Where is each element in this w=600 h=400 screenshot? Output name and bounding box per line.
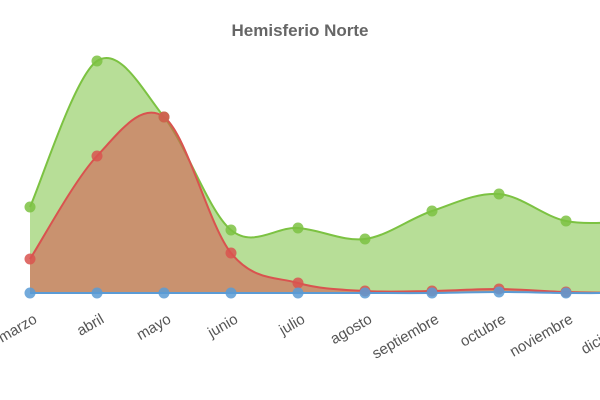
x-tick-label: junio bbox=[204, 311, 241, 342]
x-tick-label: diciembre bbox=[578, 311, 600, 358]
point bbox=[426, 205, 438, 217]
line bbox=[29, 290, 600, 295]
point bbox=[493, 188, 505, 200]
x-tick-label: abril bbox=[74, 311, 107, 340]
area bbox=[30, 112, 600, 293]
point bbox=[158, 111, 170, 123]
point bbox=[91, 55, 103, 67]
point bbox=[158, 287, 170, 299]
point bbox=[560, 215, 572, 227]
point bbox=[493, 286, 505, 298]
x-tick-label: octubre bbox=[457, 311, 509, 351]
x-tick-label: mayo bbox=[134, 311, 174, 344]
point bbox=[560, 287, 572, 299]
point bbox=[292, 277, 304, 289]
point bbox=[359, 233, 371, 245]
point bbox=[24, 253, 36, 265]
x-tick-label: julio bbox=[276, 311, 308, 340]
point bbox=[225, 224, 237, 236]
point bbox=[225, 287, 237, 299]
point bbox=[292, 222, 304, 234]
point bbox=[24, 287, 36, 299]
point bbox=[292, 287, 304, 299]
point bbox=[426, 287, 438, 299]
x-tick-label: marzo bbox=[0, 311, 40, 347]
chart-title: Hemisferio Norte bbox=[232, 21, 369, 40]
x-tick-label: noviembre bbox=[507, 311, 576, 361]
point bbox=[24, 201, 36, 213]
point bbox=[225, 247, 237, 259]
point bbox=[359, 287, 371, 299]
point bbox=[91, 150, 103, 162]
point bbox=[91, 287, 103, 299]
x-tick-label: septiembre bbox=[369, 311, 442, 363]
x-tick-label: agosto bbox=[327, 311, 375, 348]
